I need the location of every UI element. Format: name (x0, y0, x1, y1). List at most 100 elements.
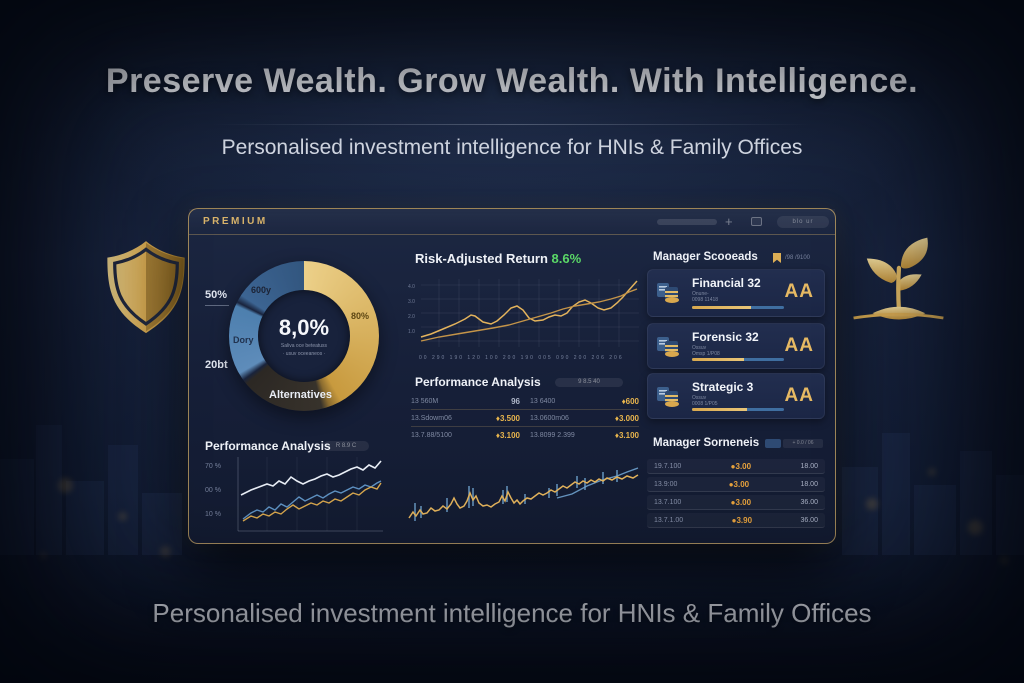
progress-fill (692, 408, 748, 411)
risk-value: 8.6% (551, 251, 582, 266)
risk-title-text: Risk-Adjusted Return (415, 251, 548, 266)
city-building (36, 425, 62, 555)
table-row[interactable]: 13.7.88/5100 ♦3.100 13.8099 2.399 ♦3.100 (411, 427, 639, 443)
card-sub2: 0008 1/P05 (692, 401, 718, 407)
donut-center-sub1: Saliva oce beteatuss (280, 343, 328, 349)
city-building (914, 485, 956, 555)
perf-left-ytick-70: 70 % (205, 463, 221, 470)
row-id: 13.7.100 (654, 498, 682, 506)
scorecard-financial[interactable]: Financial 32 Onune- 0098 11418 AA (647, 269, 825, 317)
progress-bar (692, 358, 784, 361)
add-icon[interactable]: + (725, 214, 733, 229)
sapling-icon (853, 237, 944, 320)
rating-badge: AA (784, 335, 814, 356)
donut-axis-tick (205, 305, 229, 306)
donut-center-value: 8,0% (278, 315, 330, 340)
cell-value: ♦3.100 (614, 431, 639, 440)
progress-fill (692, 358, 744, 361)
city-building (108, 445, 138, 555)
progress-bar (692, 408, 784, 411)
risk-line-chart[interactable]: 4.0 3.0 2.0 1.0 (407, 277, 639, 351)
perf-left-button[interactable]: R 8.9 C (323, 441, 369, 451)
scorecards-meta: /98 /9100 (785, 255, 811, 261)
risk-ytick: 2.0 (408, 314, 415, 320)
bookmark-icon[interactable] (773, 253, 781, 263)
card-name: Forensic 32 (692, 330, 759, 344)
card-name: Financial 32 (692, 276, 761, 290)
donut-segment-label-right: 80% (351, 311, 370, 321)
cell-label: 13.0600m06 (530, 415, 569, 422)
progress-fill (692, 306, 751, 309)
donut-segment-label-mid: Dory (233, 335, 254, 345)
risk-ytick: 3.0 (408, 299, 415, 305)
scorecards-title: Manager Scooeads (653, 251, 758, 263)
cell-value: 96 (511, 397, 520, 406)
row-id: 13.9:00 (654, 480, 678, 488)
perf-mid-badge[interactable]: 9 8.5 40 (555, 378, 623, 387)
bokeh-light (1000, 556, 1009, 565)
cell-value: ♦3.100 (495, 431, 520, 440)
cell-label: 13 560M (411, 398, 439, 405)
search-input[interactable] (657, 219, 717, 225)
perf-left-line-chart[interactable] (237, 457, 383, 533)
titlebar: PREMIUM + blo ur (189, 209, 835, 235)
screener-row[interactable]: 19.7.100 ●3.00 18.00 (647, 459, 825, 474)
allocation-donut-chart[interactable]: 8,0% Saliva oce beteatuss · usuv oceeane… (229, 261, 379, 411)
city-building (842, 467, 878, 555)
bokeh-light (40, 552, 47, 559)
cell-label: 13 6400 (530, 398, 556, 405)
premium-badge: PREMIUM (203, 216, 268, 227)
subtitle-top: Personalised investment intelligence for… (221, 136, 803, 159)
rating-badge: AA (784, 281, 814, 302)
bokeh-light (968, 520, 983, 535)
screener-row[interactable]: 13.9:00 ●3.00 18.00 (647, 477, 825, 492)
risk-title: Risk-Adjusted Return 8.6% (415, 251, 581, 266)
panel-icon[interactable] (751, 217, 762, 226)
titlebar-button[interactable]: blo ur (777, 216, 829, 228)
card-sub1: Onune- (692, 291, 709, 297)
scorecard-strategic[interactable]: Strategic 3 Ossuv 0008 1/P05 AA (647, 373, 825, 419)
table-row[interactable]: 13 560M 96 13 6400 ♦600 (411, 393, 639, 410)
cell-label: 13.7.88/5100 (411, 432, 452, 439)
cell-value: ♦600 (621, 397, 639, 406)
segment-label[interactable]: + 0.0 / 06 (783, 439, 823, 448)
row-metric: 36.00 (800, 498, 818, 506)
portfolio-icon (657, 387, 679, 407)
row-metric: 18.00 (800, 480, 818, 488)
progress-bar (692, 306, 784, 309)
portfolio-icon (657, 283, 679, 303)
row-id: 19.7.100 (654, 462, 682, 470)
card-name: Strategic 3 (692, 380, 754, 394)
screener-row[interactable]: 13.7.1.00 ●3.90 36.00 (647, 513, 825, 528)
perf-left-ytick-10: 10 % (205, 511, 221, 518)
risk-xticks: 00 290 190 120 100 200 190 005 090 200 2… (419, 355, 624, 361)
row-score: ●3.00 (730, 461, 752, 471)
screener-row[interactable]: 13.7.100 ●3.00 36.00 (647, 495, 825, 510)
table-row[interactable]: 13.Sdowm06 ♦3.500 13.0600m06 ♦3.000 (411, 410, 639, 427)
card-sub2: Omsp 1/P08 (692, 351, 720, 357)
city-building (960, 451, 992, 555)
card-sub2: 0098 11418 (692, 297, 719, 303)
cell-value: ♦3.000 (614, 414, 639, 423)
headline: Preserve Wealth. Grow Wealth. With Intel… (105, 62, 919, 100)
card-sub1: Ossuv (692, 395, 707, 401)
portfolio-icon (657, 337, 679, 357)
row-score: ●3.90 (731, 515, 753, 525)
cell-value: ♦3.500 (495, 414, 520, 423)
perf-mid-title: Performance Analysis (415, 375, 541, 389)
dashboard-window: PREMIUM + blo ur 50% 20bt 8,0% Saliva oc… (188, 208, 836, 544)
city-building (66, 481, 104, 555)
cell-label: 13.8099 2.399 (530, 432, 575, 439)
scorecard-forensic[interactable]: Forensic 32 Ossuv Omsp 1/P08 AA (647, 323, 825, 369)
row-metric: 18.00 (800, 462, 818, 470)
volume-line-chart[interactable] (407, 467, 639, 531)
row-score: ●3.00 (730, 497, 752, 507)
city-building (996, 475, 1024, 555)
subtitle-bottom: Personalised investment intelligence for… (152, 598, 872, 628)
segment-active[interactable] (765, 439, 781, 448)
donut-axis-label-top: 50% (205, 289, 228, 301)
donut-center-sub2: · usuv oceeaneos · (282, 351, 326, 357)
donut-bottom-label: Alternatives (269, 389, 332, 401)
screener-control[interactable]: + 0.0 / 06 (765, 439, 823, 448)
bokeh-light (866, 498, 878, 510)
